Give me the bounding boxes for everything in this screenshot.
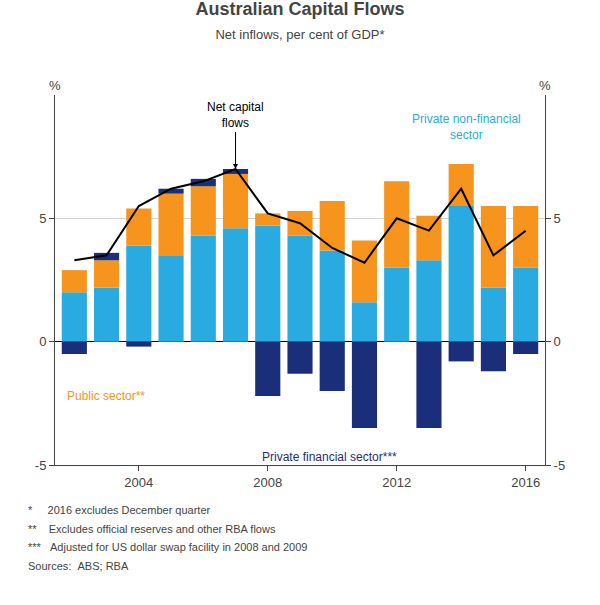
svg-text:2004: 2004 (124, 475, 153, 490)
svg-text:* 2016 excludes December q: * 2016 excludes December quarter (28, 504, 211, 516)
svg-text:Public sector**: Public sector** (67, 389, 145, 403)
svg-text:** Excludes official reserv: ** Excludes official reserves and other … (28, 523, 276, 535)
svg-text:Australian Capital FlowsNet in: Australian Capital FlowsNet inflows, per… (195, 0, 404, 42)
svg-text:Private non-financialsector: Private non-financialsector (412, 112, 521, 142)
svg-text:2008: 2008 (253, 475, 282, 490)
svg-text:%: % (49, 78, 61, 93)
svg-text:-5: -5 (554, 458, 566, 473)
svg-text:5: 5 (554, 211, 561, 226)
svg-text:5: 5 (39, 211, 46, 226)
svg-text:*** Adjusted for US dollar s: *** Adjusted for US dollar swap facility… (28, 541, 307, 553)
svg-text:2016: 2016 (511, 475, 540, 490)
svg-text:%: % (539, 78, 551, 93)
svg-text:2012: 2012 (382, 475, 411, 490)
svg-text:Net capitalflows: Net capitalflows (207, 100, 264, 130)
svg-text:Sources: ABS; RBA: Sources: ABS; RBA (28, 560, 129, 572)
svg-text:-5: -5 (35, 458, 47, 473)
svg-text:0: 0 (554, 334, 561, 349)
svg-text:0: 0 (39, 334, 46, 349)
svg-text:Private financial sector***: Private financial sector*** (262, 450, 397, 464)
